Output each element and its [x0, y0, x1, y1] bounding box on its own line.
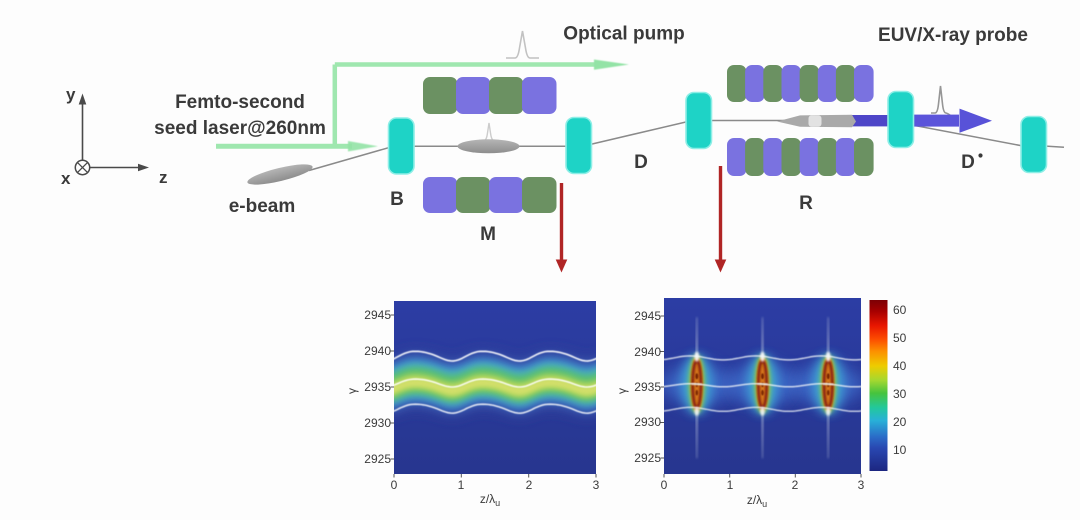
svg-text:x: x: [61, 169, 71, 188]
svg-text:Optical pump: Optical pump: [563, 24, 684, 45]
svg-text:γ: γ: [345, 388, 359, 394]
svg-text:e-beam: e-beam: [229, 196, 296, 217]
svg-text:2945: 2945: [634, 309, 661, 323]
svg-text:y: y: [66, 85, 76, 104]
svg-text:2925: 2925: [364, 452, 391, 466]
svg-text:0: 0: [661, 478, 668, 492]
svg-text:20: 20: [893, 415, 907, 429]
svg-text:γ: γ: [615, 388, 629, 394]
svg-text:D: D: [634, 152, 648, 173]
svg-text:D: D: [961, 152, 975, 173]
svg-text:EUV/X-ray probe: EUV/X-ray probe: [878, 25, 1028, 46]
svg-text:30: 30: [893, 387, 907, 401]
svg-text:3: 3: [593, 478, 600, 492]
svg-text:0: 0: [391, 478, 398, 492]
svg-text:1: 1: [458, 478, 465, 492]
svg-text:3: 3: [858, 478, 865, 492]
svg-text:z/λu: z/λu: [747, 493, 767, 509]
svg-text:1: 1: [727, 478, 734, 492]
svg-text:z: z: [159, 168, 168, 187]
svg-text:2935: 2935: [634, 380, 661, 394]
svg-text:60: 60: [893, 303, 907, 317]
svg-text:B: B: [390, 189, 404, 210]
svg-text:R: R: [799, 193, 813, 214]
svg-text:2935: 2935: [364, 380, 391, 394]
svg-text:40: 40: [893, 359, 907, 373]
svg-text:z/λu: z/λu: [480, 492, 500, 508]
svg-text:2925: 2925: [634, 451, 661, 465]
svg-text:Femto-second: Femto-second: [175, 92, 305, 113]
svg-text:2930: 2930: [364, 416, 391, 430]
svg-text:M: M: [480, 224, 496, 245]
svg-text:50: 50: [893, 331, 907, 345]
svg-text:2945: 2945: [364, 308, 391, 322]
svg-text:2: 2: [792, 478, 799, 492]
svg-text:2940: 2940: [364, 344, 391, 358]
svg-text:10: 10: [893, 443, 907, 457]
svg-text:seed laser@260nm: seed laser@260nm: [154, 118, 326, 139]
svg-text:2930: 2930: [634, 415, 661, 429]
svg-text:2: 2: [526, 478, 533, 492]
svg-text:2940: 2940: [634, 345, 661, 359]
